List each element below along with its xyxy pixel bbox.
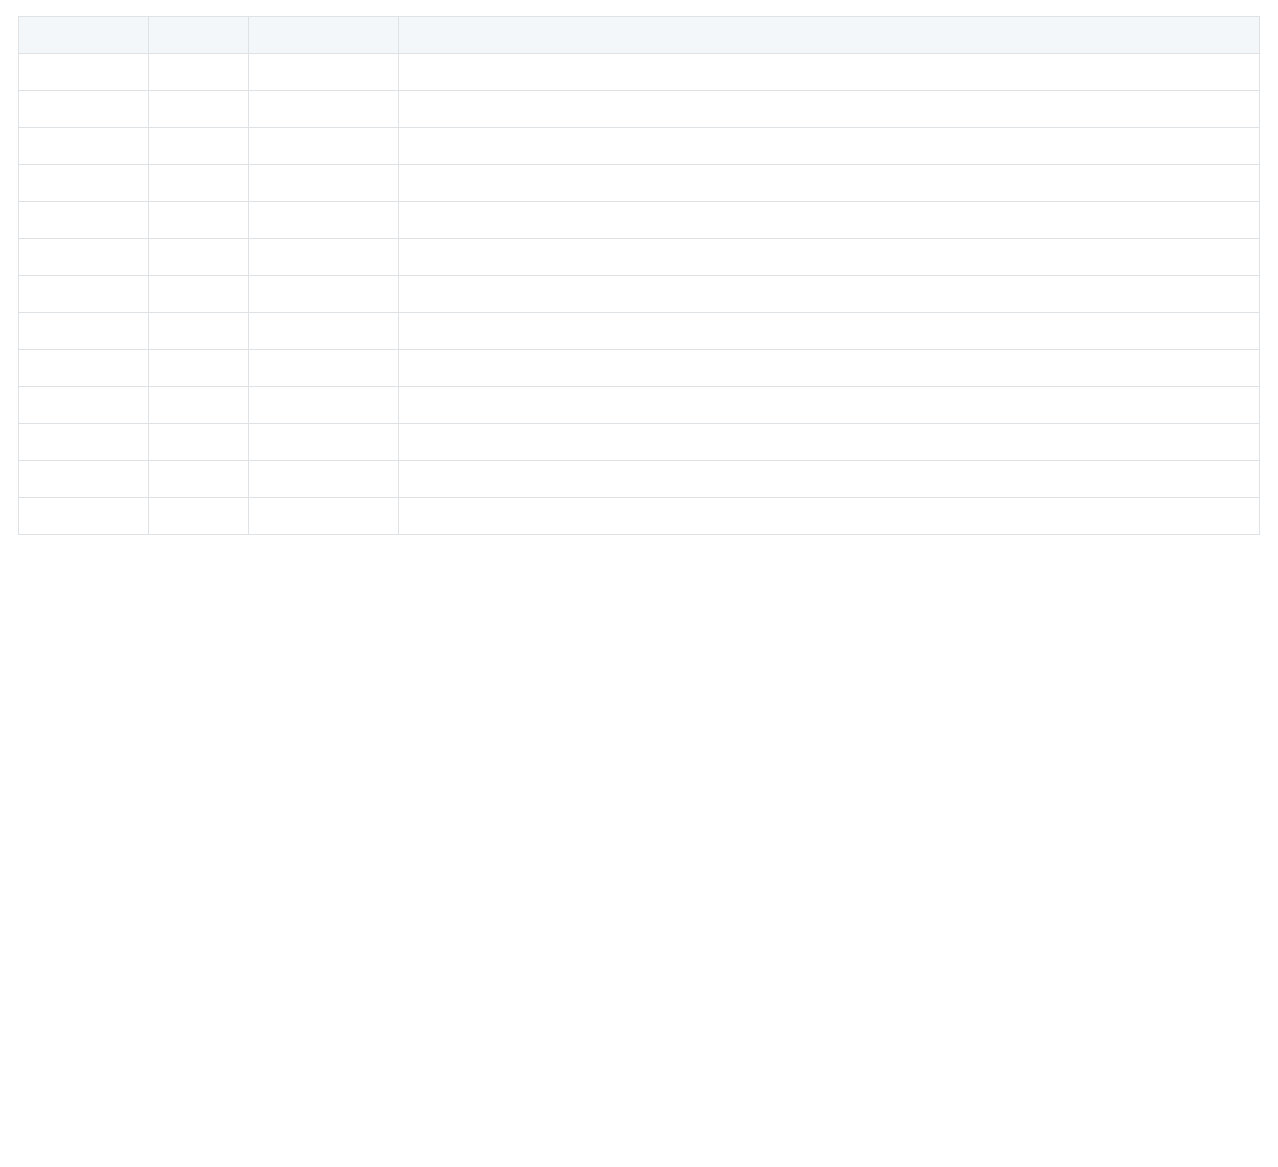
cell-desc (399, 313, 1260, 350)
cell-offset (19, 387, 149, 424)
cell-offset (19, 202, 149, 239)
cell-type (249, 128, 399, 165)
cell-bytes (149, 91, 249, 128)
cell-offset (19, 276, 149, 313)
cell-offset (19, 165, 149, 202)
cell-bytes (149, 54, 249, 91)
cell-offset (19, 461, 149, 498)
table-row (19, 313, 1260, 350)
col-header-type (249, 17, 399, 54)
cell-bytes (149, 313, 249, 350)
cell-type (249, 350, 399, 387)
cell-offset (19, 91, 149, 128)
table-row (19, 239, 1260, 276)
cell-bytes (149, 165, 249, 202)
cell-type (249, 313, 399, 350)
cell-bytes (149, 461, 249, 498)
cell-desc (399, 128, 1260, 165)
cell-desc (399, 461, 1260, 498)
table-row (19, 54, 1260, 91)
col-header-bytes (149, 17, 249, 54)
cell-type (249, 387, 399, 424)
table-row (19, 350, 1260, 387)
cell-bytes (149, 350, 249, 387)
cell-type (249, 461, 399, 498)
cell-bytes (149, 498, 249, 535)
cell-bytes (149, 128, 249, 165)
cell-type (249, 91, 399, 128)
cell-bytes (149, 387, 249, 424)
cell-desc (399, 202, 1260, 239)
cell-desc (399, 91, 1260, 128)
table-row (19, 387, 1260, 424)
table-row (19, 202, 1260, 239)
cell-desc (399, 424, 1260, 461)
table-row (19, 165, 1260, 202)
table-row (19, 128, 1260, 165)
cell-type (249, 202, 399, 239)
cell-bytes (149, 424, 249, 461)
cell-desc (399, 239, 1260, 276)
cell-offset (19, 54, 149, 91)
table-row (19, 498, 1260, 535)
cell-bytes (149, 202, 249, 239)
table-body (19, 54, 1260, 535)
cell-offset (19, 239, 149, 276)
cell-desc (399, 165, 1260, 202)
cell-type (249, 165, 399, 202)
cell-bytes (149, 276, 249, 313)
table-row (19, 424, 1260, 461)
cell-type (249, 54, 399, 91)
cell-desc (399, 387, 1260, 424)
cell-type (249, 498, 399, 535)
col-header-desc (399, 17, 1260, 54)
table-row (19, 91, 1260, 128)
cell-type (249, 424, 399, 461)
col-header-offset (19, 17, 149, 54)
cell-type (249, 239, 399, 276)
cell-offset (19, 350, 149, 387)
cell-desc (399, 498, 1260, 535)
table-row (19, 276, 1260, 313)
cell-desc (399, 54, 1260, 91)
cell-type (249, 276, 399, 313)
cell-offset (19, 128, 149, 165)
cell-desc (399, 276, 1260, 313)
table-header-row (19, 17, 1260, 54)
cell-offset (19, 424, 149, 461)
wav-header-table (18, 16, 1260, 535)
cell-offset (19, 313, 149, 350)
cell-desc (399, 350, 1260, 387)
table-row (19, 461, 1260, 498)
cell-bytes (149, 239, 249, 276)
cell-offset (19, 498, 149, 535)
